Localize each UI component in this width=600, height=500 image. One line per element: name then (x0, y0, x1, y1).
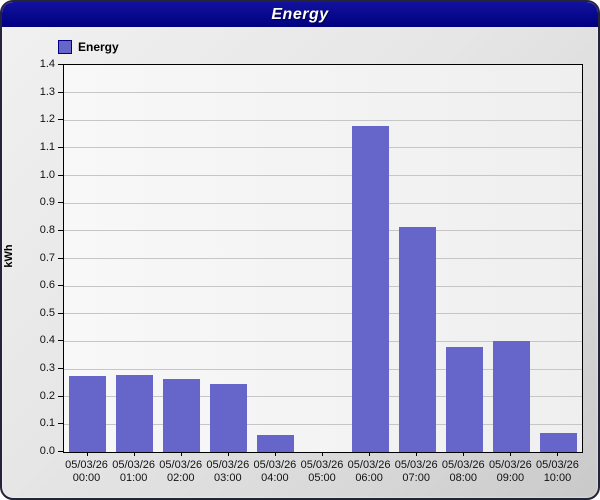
x-tick-label: 05/03/26 08:00 (441, 459, 485, 484)
y-tick-label: 0.4 (39, 334, 55, 347)
bar-05-03-26-09-00[interactable] (492, 341, 530, 452)
bar-05-03-26-02-00[interactable] (163, 378, 201, 452)
title-bar: Energy (2, 2, 598, 27)
x-tick-mark (86, 452, 88, 456)
x-tick-mark (322, 452, 323, 456)
chart-title: Energy (271, 5, 329, 23)
y-tick-label: 1.1 (39, 140, 55, 153)
gridline (64, 258, 582, 259)
x-tick-label: 05/03/26 04:00 (253, 459, 297, 484)
x-tick-label: 05/03/26 07:00 (394, 459, 438, 484)
x-tick-mark (463, 452, 465, 456)
x-tick-mark (227, 452, 229, 456)
gridline (64, 368, 582, 370)
y-tick-mark (58, 119, 63, 121)
x-tick-mark (557, 452, 559, 456)
gridline (64, 396, 582, 398)
y-tick-mark (58, 146, 63, 148)
bar-05-03-26-01-00[interactable] (116, 374, 154, 452)
legend-color-swatch (58, 40, 72, 54)
x-tick-mark (180, 452, 182, 456)
gridline (64, 423, 582, 425)
bar-05-03-26-07-00[interactable] (398, 226, 436, 452)
y-tick-label: 1.4 (39, 58, 55, 70)
bar-05-03-26-06-00[interactable] (351, 125, 389, 452)
y-tick-label: 1.0 (39, 168, 55, 181)
gridline (64, 313, 582, 315)
y-axis-title: kWh (3, 244, 15, 268)
y-tick-mark (58, 285, 63, 287)
x-tick-mark (274, 452, 276, 456)
y-tick-mark (58, 229, 63, 231)
x-tick-mark (510, 452, 512, 456)
x-tick-label: 05/03/26 03:00 (206, 459, 250, 484)
x-tick-label: 05/03/26 10:00 (536, 459, 579, 484)
x-tick-mark (133, 452, 135, 456)
y-tick-label: 0.0 (39, 445, 55, 457)
bar-05-03-26-00-00[interactable] (69, 375, 107, 452)
y-tick-mark (58, 91, 63, 93)
legend[interactable]: Energy (58, 40, 119, 54)
y-tick-label: 1.3 (39, 85, 55, 98)
gridline (64, 285, 582, 287)
y-tick-label: 1.2 (39, 113, 55, 126)
y-tick-mark (58, 174, 63, 176)
legend-label: Energy (78, 40, 119, 54)
gridline (64, 147, 582, 149)
y-tick-label: 0.9 (39, 196, 55, 209)
bar-05-03-26-08-00[interactable] (445, 346, 483, 452)
bar-05-03-26-04-00[interactable] (257, 435, 295, 452)
y-tick-mark (58, 312, 63, 314)
y-tick-label: 0.1 (39, 417, 55, 430)
gridline (64, 230, 582, 232)
x-tick-label: 05/03/26 06:00 (347, 459, 391, 484)
x-tick-mark (416, 452, 418, 456)
plot-area (63, 64, 583, 453)
y-tick-mark (58, 202, 63, 204)
x-tick-label: 05/03/26 01:00 (112, 459, 156, 484)
y-tick-label: 0.8 (39, 223, 55, 236)
y-tick-label: 0.7 (39, 251, 55, 264)
bar-05-03-26-03-00[interactable] (210, 384, 248, 452)
y-tick-mark (58, 257, 63, 259)
y-tick-label: 0.5 (39, 306, 55, 319)
y-tick-label: 0.6 (39, 279, 55, 292)
y-tick-mark (58, 395, 63, 397)
x-tick-label: 05/03/26 05:00 (300, 459, 344, 484)
y-tick-mark (58, 64, 63, 65)
y-tick-mark (58, 451, 63, 452)
x-tick-label: 05/03/26 09:00 (488, 459, 532, 484)
y-tick-label: 0.3 (39, 362, 55, 375)
x-tick-label: 05/03/26 02:00 (159, 459, 203, 484)
x-tick-mark (369, 452, 371, 456)
y-tick-mark (58, 368, 63, 370)
bar-05-03-26-10-00[interactable] (539, 432, 577, 452)
gridline (64, 202, 582, 204)
x-tick-label: 05/03/26 00:00 (65, 459, 108, 484)
y-tick-mark (58, 423, 63, 425)
gridline (64, 92, 582, 94)
gridline (64, 340, 582, 342)
y-tick-mark (58, 340, 63, 342)
gridline (64, 175, 582, 177)
gridline (64, 119, 582, 121)
y-tick-label: 0.2 (39, 389, 55, 402)
